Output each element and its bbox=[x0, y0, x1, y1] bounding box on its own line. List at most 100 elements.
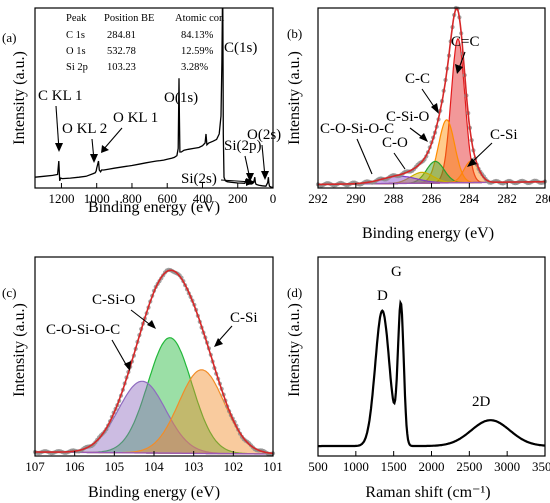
arrowhead-o-kl2 bbox=[90, 154, 98, 163]
arrowhead-si2s bbox=[246, 178, 255, 186]
panel-b-c1s-spectrum: (b) Intensity (a.u.) Binding energy (eV)… bbox=[286, 5, 550, 242]
table-cell: 284.81 bbox=[107, 30, 136, 41]
arrow-o-kl1 bbox=[102, 127, 123, 151]
panel-b-frame bbox=[317, 7, 546, 189]
panel-d-label: (d) bbox=[287, 285, 302, 300]
table-header-peak: Peak bbox=[66, 13, 87, 24]
annotation-c-c: C-C bbox=[405, 71, 430, 87]
fit-envelope-line bbox=[318, 7, 545, 186]
table-cell: 532.78 bbox=[107, 46, 136, 57]
panel-d-ylabel: Intensity (a.u.) bbox=[286, 303, 303, 397]
x-tick-label: 1500 bbox=[381, 459, 407, 474]
annotation-c1s: C(1s) bbox=[224, 40, 257, 56]
x-tick-label: 292 bbox=[308, 191, 328, 206]
annotation-o1s: O(1s) bbox=[164, 90, 198, 106]
arrow-c-o bbox=[393, 152, 406, 170]
panel-a-annotations: C KL 1 O KL 2 O KL 1 O(1s) C(1s) O(2s) S… bbox=[38, 40, 281, 187]
annotation-c-si-o: C-Si-O bbox=[386, 109, 430, 125]
table-cell: 103.23 bbox=[107, 62, 136, 73]
annotation-o-kl1: O KL 1 bbox=[113, 110, 158, 126]
arrowhead-si2p bbox=[246, 173, 254, 182]
annotation-c-eq-c: C=C bbox=[451, 34, 479, 50]
annotation-c-o: C-O bbox=[382, 135, 408, 151]
x-tick-label: 280 bbox=[535, 191, 550, 206]
x-tick-label: 288 bbox=[384, 191, 404, 206]
arrowhead-c-si-o bbox=[419, 133, 428, 142]
x-tick-label: 1200 bbox=[48, 191, 74, 206]
panel-a-table: Peak Position BE Atomic con C 1s 284.81 … bbox=[66, 13, 225, 73]
panel-b-xlabel: Binding energy (eV) bbox=[362, 225, 494, 242]
x-tick-label: 286 bbox=[422, 191, 442, 206]
annotation-g-band: G bbox=[391, 264, 402, 280]
x-tick-label: 284 bbox=[460, 191, 480, 206]
panel-d-raman-line bbox=[318, 299, 546, 448]
panel-a-ticks: 1200 1000 800 600 400 200 0 bbox=[48, 183, 276, 206]
table-cell: 3.28% bbox=[181, 62, 208, 73]
x-tick-label: 2000 bbox=[419, 459, 445, 474]
table-cell: C 1s bbox=[66, 30, 85, 41]
arrow-c-o-si-o-c bbox=[356, 138, 373, 175]
table-cell: 12.59% bbox=[181, 46, 214, 57]
annotation-c-o-si-o-c: C-O-Si-O-C bbox=[46, 322, 120, 338]
x-tick-label: 105 bbox=[105, 459, 125, 474]
table-cell: Si 2p bbox=[66, 62, 88, 73]
arrowhead-o2s bbox=[261, 171, 269, 180]
arrow-c-o-si-o-c bbox=[111, 339, 129, 369]
panel-b-ylabel: Intensity (a.u.) bbox=[286, 51, 303, 145]
panel-a-frame bbox=[34, 7, 274, 189]
arrowhead-c-o-si-o-c bbox=[124, 361, 131, 371]
x-tick-label: 102 bbox=[224, 459, 244, 474]
panel-d-ticks: 500 1000 1500 2000 2500 3000 3500 bbox=[308, 451, 550, 474]
annotation-o-kl2: O KL 2 bbox=[62, 121, 107, 137]
annotation-c-si: C-Si bbox=[490, 127, 518, 143]
panel-d-frame bbox=[317, 256, 546, 457]
x-tick-label: 1000 bbox=[343, 459, 369, 474]
panel-c-ticks: 107 106 105 104 103 102 101 bbox=[25, 451, 283, 474]
arrowhead-c-eq-c bbox=[455, 64, 463, 74]
annotation-c-si: C-Si bbox=[230, 310, 258, 326]
arrowhead-c-si bbox=[467, 158, 477, 167]
x-tick-label: 3500 bbox=[532, 459, 550, 474]
table-header-position: Position BE bbox=[104, 13, 154, 24]
panel-b-annotations: C=C C-C C-Si-O C-O C-O-Si-O-C C-Si bbox=[320, 34, 518, 175]
panel-b-ticks: 292 290 288 286 284 282 280 bbox=[308, 183, 550, 206]
x-tick-label: 104 bbox=[144, 459, 164, 474]
annotation-si2p: Si(2p) bbox=[224, 138, 262, 154]
panel-a-xlabel: Binding energy (eV) bbox=[88, 199, 220, 216]
panel-c-si2p-spectrum: (c) Intensity (a.u.) Binding energy (eV)… bbox=[2, 256, 283, 501]
arrowhead-o-kl1 bbox=[101, 145, 109, 153]
x-tick-label: 600 bbox=[157, 191, 177, 206]
x-tick-label: 0 bbox=[270, 191, 277, 206]
arrowhead-c-si bbox=[214, 338, 223, 347]
x-tick-label: 2500 bbox=[456, 459, 482, 474]
x-tick-label: 103 bbox=[184, 459, 204, 474]
annotation-d-band: D bbox=[377, 288, 388, 304]
panel-c-annotations: C-Si-O C-O-Si-O-C C-Si bbox=[46, 292, 258, 371]
panel-d-xlabel: Raman shift (cm⁻¹) bbox=[365, 484, 490, 501]
panel-a-ylabel: Intensity (a.u.) bbox=[11, 51, 28, 145]
annotation-2d-band: 2D bbox=[472, 394, 491, 410]
table-header-atomic: Atomic con bbox=[175, 13, 225, 24]
annotation-c-o-si-o-c: C-O-Si-O-C bbox=[320, 121, 394, 137]
panel-c-xlabel: Binding energy (eV) bbox=[88, 484, 220, 501]
x-tick-label: 107 bbox=[25, 459, 45, 474]
x-tick-label: 1000 bbox=[84, 191, 110, 206]
arrowhead-c-kl1 bbox=[55, 143, 63, 152]
x-tick-label: 282 bbox=[497, 191, 517, 206]
panel-a-label: (a) bbox=[2, 30, 16, 45]
x-tick-label: 3000 bbox=[494, 459, 520, 474]
annotation-si2s: Si(2s) bbox=[181, 171, 217, 187]
arrowhead-c-c bbox=[431, 103, 439, 114]
x-tick-label: 101 bbox=[263, 459, 283, 474]
table-cell: 84.13% bbox=[181, 30, 214, 41]
x-tick-label: 290 bbox=[346, 191, 366, 206]
arrowhead-c-si-o bbox=[147, 320, 156, 329]
panel-b-label: (b) bbox=[287, 26, 302, 41]
x-tick-label: 200 bbox=[228, 191, 248, 206]
panel-b-plot-area bbox=[315, 5, 548, 188]
x-tick-label: 500 bbox=[308, 459, 328, 474]
panel-c-plot-area bbox=[32, 267, 276, 457]
x-tick-label: 400 bbox=[193, 191, 213, 206]
x-tick-label: 106 bbox=[65, 459, 85, 474]
